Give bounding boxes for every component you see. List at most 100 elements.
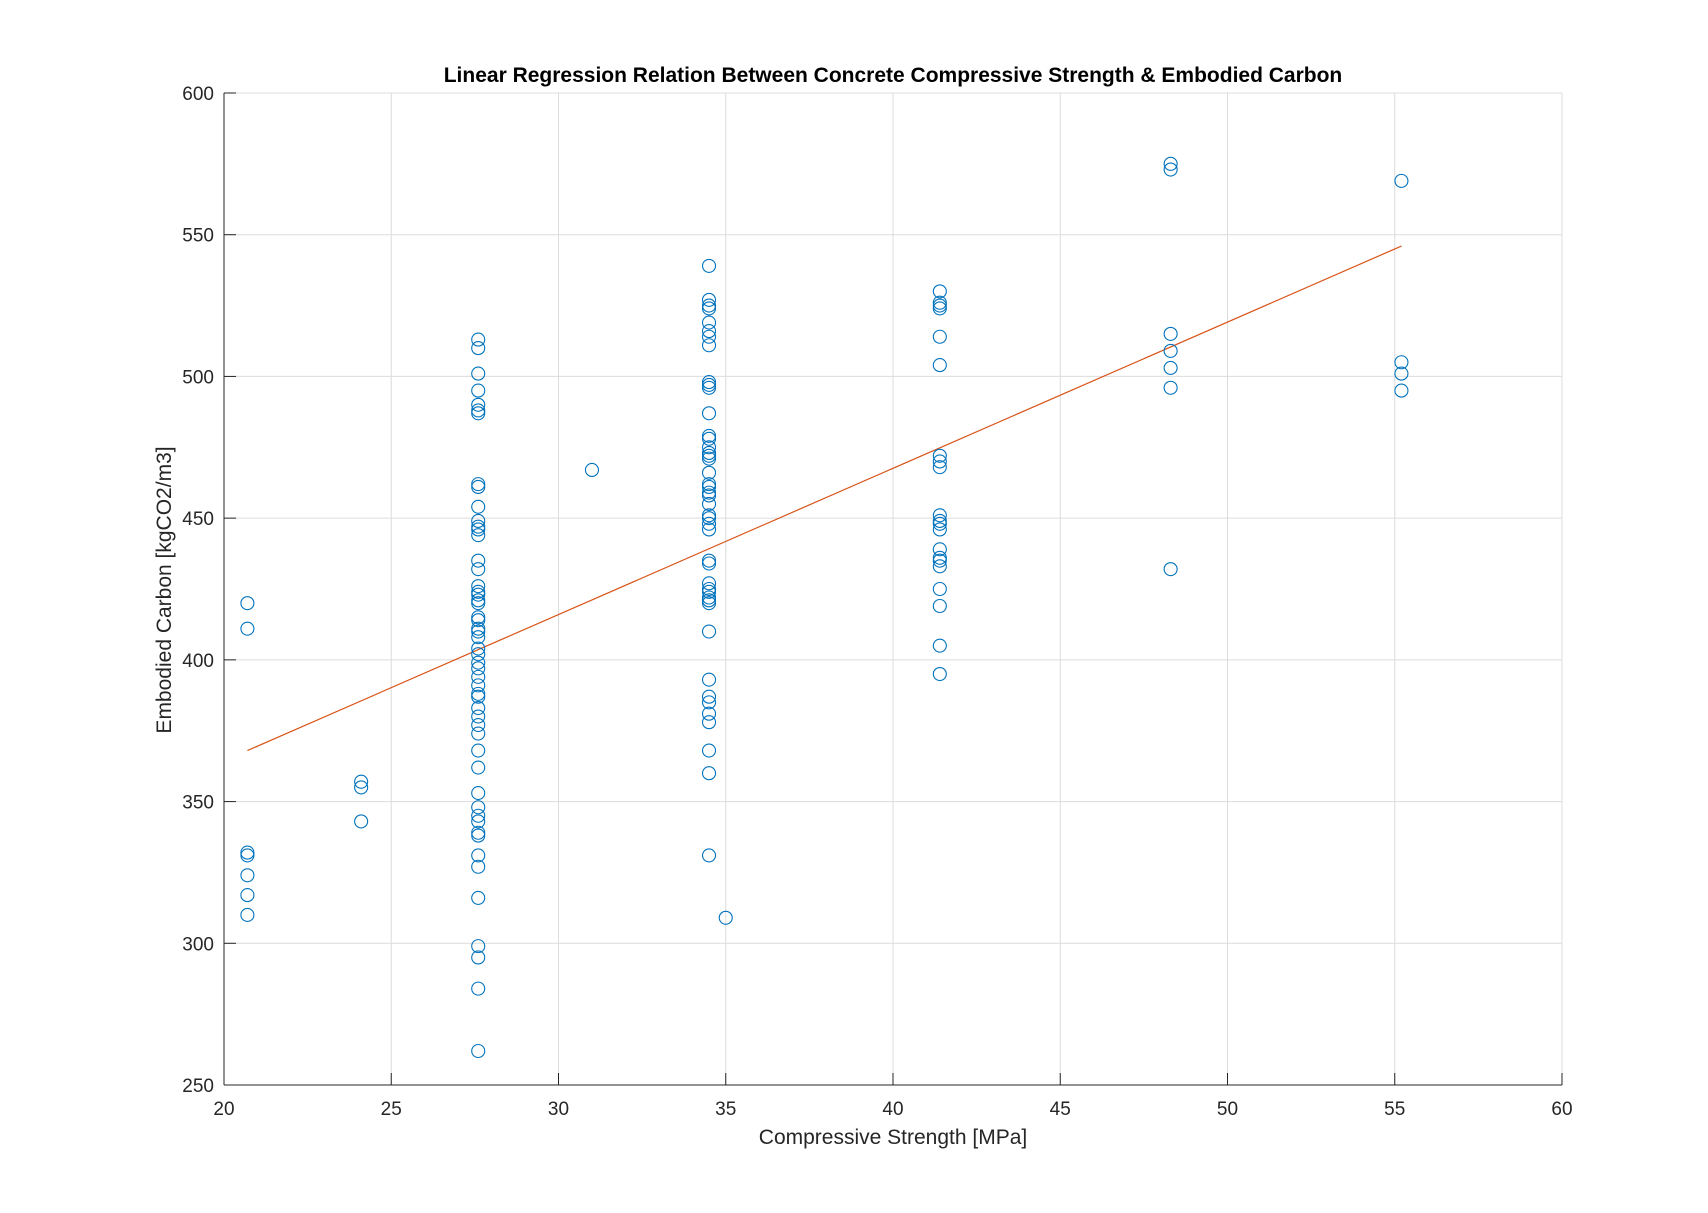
data-point — [471, 828, 486, 843]
data-point — [354, 780, 369, 795]
data-point — [932, 329, 947, 344]
data-point — [701, 672, 717, 687]
data-point — [471, 800, 486, 815]
data-point — [240, 845, 255, 860]
y-tick-label: 250 — [182, 1076, 214, 1097]
data-point — [471, 522, 486, 537]
data-point — [471, 519, 486, 534]
data-point — [240, 868, 255, 883]
data-point — [471, 950, 486, 965]
data-point — [471, 981, 486, 996]
data-point — [701, 848, 717, 863]
data-point — [471, 406, 486, 421]
data-point — [471, 786, 486, 801]
data-point — [701, 743, 717, 758]
data-point — [701, 584, 717, 599]
data-point — [701, 706, 717, 721]
data-point — [471, 593, 486, 608]
data-point — [701, 593, 717, 608]
data-point — [932, 522, 947, 537]
x-tick-label: 45 — [1050, 1099, 1071, 1120]
y-tick-label: 300 — [182, 934, 214, 955]
data-point — [932, 666, 947, 682]
data-point — [471, 689, 486, 704]
data-point — [240, 888, 255, 903]
data-point — [471, 479, 486, 495]
grid — [224, 92, 1563, 1085]
data-point — [718, 910, 733, 925]
data-point — [240, 848, 255, 863]
y-tick-label: 500 — [182, 367, 214, 388]
chart-title: Linear Regression Relation Between Concr… — [444, 64, 1343, 87]
data-point — [471, 553, 486, 568]
data-point — [471, 700, 486, 716]
data-point — [932, 542, 947, 557]
data-point — [1163, 156, 1178, 171]
data-point — [471, 499, 486, 514]
data-point — [932, 638, 947, 653]
data-points — [240, 156, 1409, 1059]
data-point — [701, 624, 717, 639]
y-tick-label: 450 — [182, 509, 214, 530]
data-point — [471, 647, 486, 662]
data-point — [471, 808, 486, 823]
data-point — [701, 496, 717, 512]
x-tick-label: 55 — [1384, 1099, 1405, 1120]
data-point — [471, 341, 486, 356]
data-point — [932, 550, 947, 565]
data-point — [932, 516, 947, 531]
data-point — [701, 511, 717, 526]
data-point — [471, 528, 486, 543]
data-point — [932, 598, 947, 614]
data-point — [354, 814, 369, 829]
data-point — [471, 890, 486, 905]
x-tick-label: 50 — [1217, 1099, 1238, 1120]
data-point — [1163, 162, 1178, 177]
data-point — [471, 366, 486, 381]
data-point — [471, 477, 486, 492]
x-tick-label: 60 — [1551, 1099, 1572, 1120]
data-point — [932, 301, 947, 316]
data-point — [471, 848, 486, 863]
y-tick-label: 550 — [182, 226, 214, 247]
data-point — [932, 559, 947, 574]
data-point — [471, 678, 486, 693]
data-point — [701, 695, 717, 710]
data-point — [1394, 173, 1409, 188]
data-point — [701, 590, 717, 605]
data-point — [471, 383, 486, 398]
x-tick-label: 35 — [715, 1099, 736, 1120]
data-point — [701, 428, 717, 443]
data-point — [471, 332, 486, 347]
data-point — [1163, 343, 1178, 358]
data-point — [471, 587, 486, 602]
data-point — [471, 403, 486, 418]
data-point — [701, 315, 717, 330]
data-point — [354, 774, 369, 789]
data-point — [701, 301, 717, 316]
data-point — [701, 406, 717, 421]
data-point — [1163, 360, 1178, 375]
data-point — [701, 485, 717, 500]
data-point — [1394, 355, 1409, 370]
data-point — [701, 448, 717, 463]
data-point — [471, 825, 486, 840]
data-point — [701, 338, 717, 353]
data-point — [701, 258, 717, 273]
data-point — [1163, 380, 1178, 395]
data-point — [471, 624, 486, 639]
data-point — [701, 329, 717, 344]
data-point — [701, 689, 717, 704]
data-point — [701, 488, 717, 503]
data-point — [932, 454, 947, 469]
x-tick-label: 20 — [213, 1099, 234, 1120]
data-point — [932, 358, 947, 373]
data-point — [1394, 383, 1409, 398]
data-point — [932, 460, 947, 475]
data-point — [701, 431, 717, 446]
data-point — [471, 621, 486, 636]
data-point — [932, 513, 947, 529]
axes — [223, 92, 1563, 1086]
data-point — [471, 814, 486, 829]
